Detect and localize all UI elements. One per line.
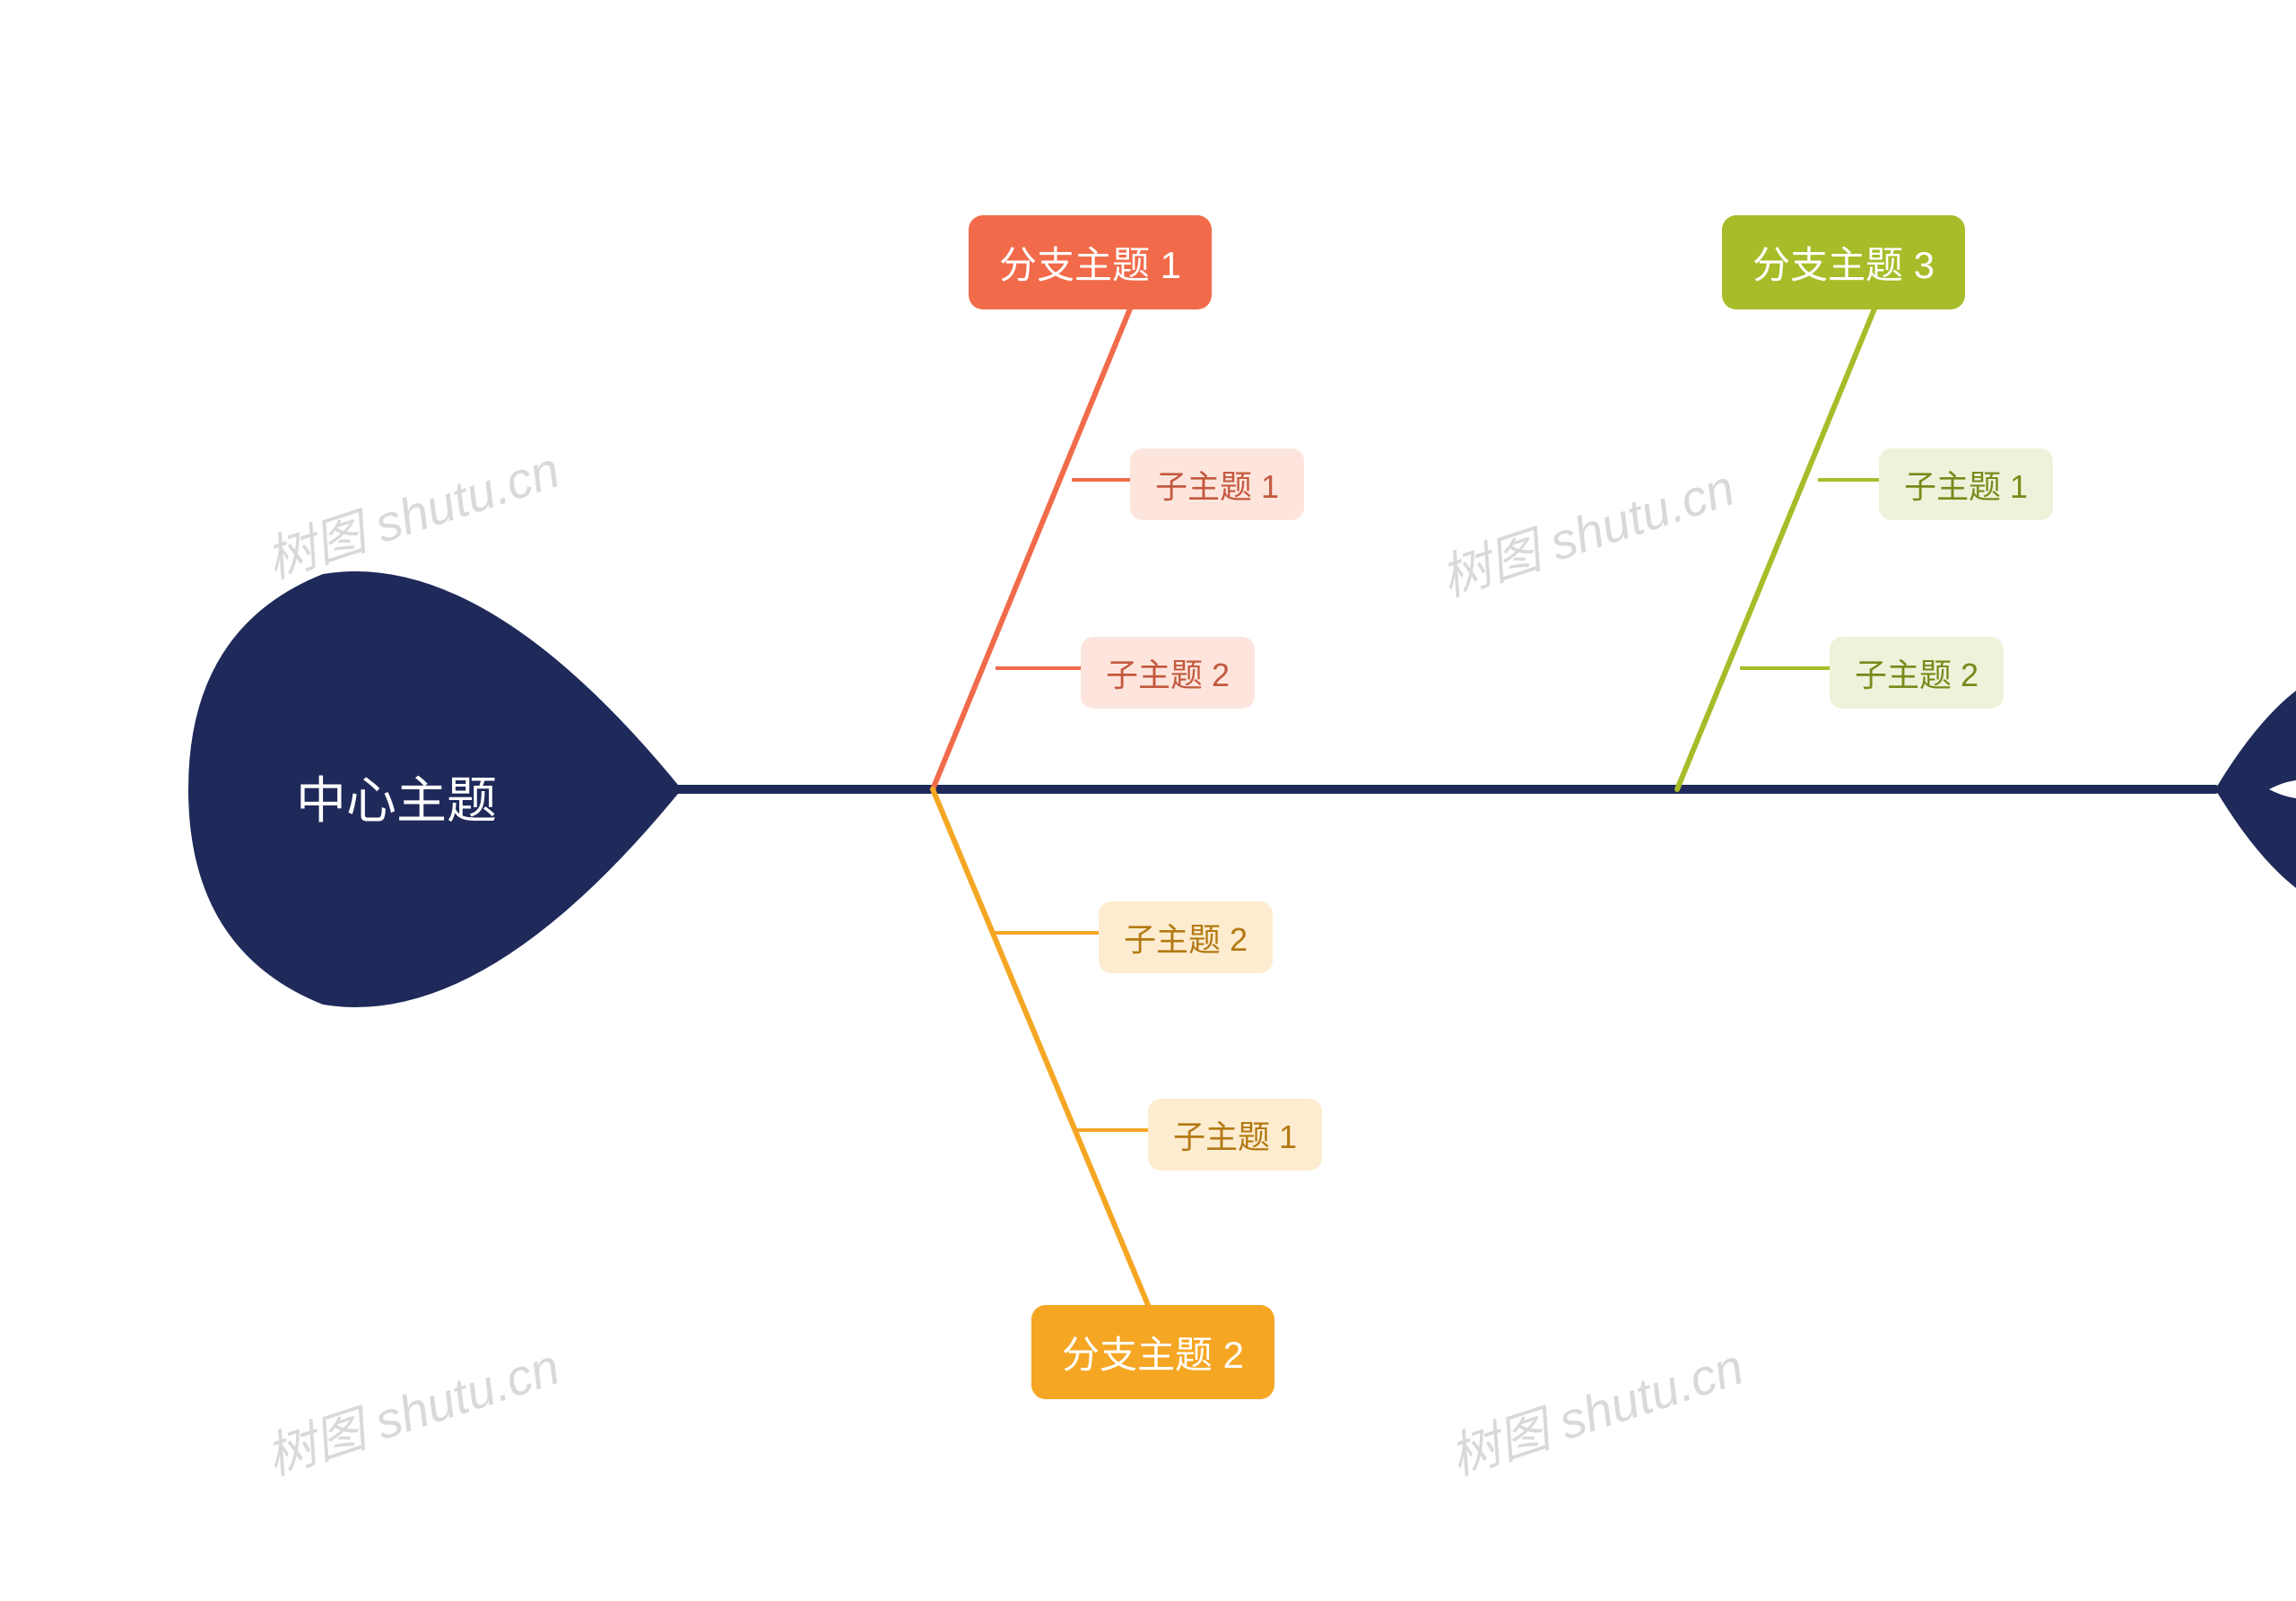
- branch-3-bone: [1677, 298, 1879, 789]
- branch-2-sub-1-node[interactable]: 子主题 1: [1148, 1099, 1322, 1170]
- fishbone-diagram: 中心主题 分支主题 1 子主题 1 子主题 2 分支主题 3 子主题 1 子主题…: [0, 0, 2296, 1601]
- branch-1-sub-1-node[interactable]: 子主题 1: [1130, 448, 1304, 520]
- branch-3-node[interactable]: 分支主题 3: [1722, 215, 1965, 309]
- branch-2-bone: [933, 789, 1148, 1305]
- branch-1-bone: [933, 298, 1135, 789]
- branch-3-sub-1-node[interactable]: 子主题 1: [1879, 448, 2053, 520]
- fish-tail: [2215, 691, 2296, 888]
- branch-3-sub-2-node[interactable]: 子主题 2: [1830, 637, 2004, 709]
- branch-2-node[interactable]: 分支主题 2: [1031, 1305, 1274, 1399]
- branch-1-node[interactable]: 分支主题 1: [969, 215, 1212, 309]
- branch-2-sub-2-node[interactable]: 子主题 2: [1099, 901, 1273, 973]
- branch-1-sub-2-node[interactable]: 子主题 2: [1081, 637, 1255, 709]
- center-topic-label[interactable]: 中心主题: [296, 761, 497, 833]
